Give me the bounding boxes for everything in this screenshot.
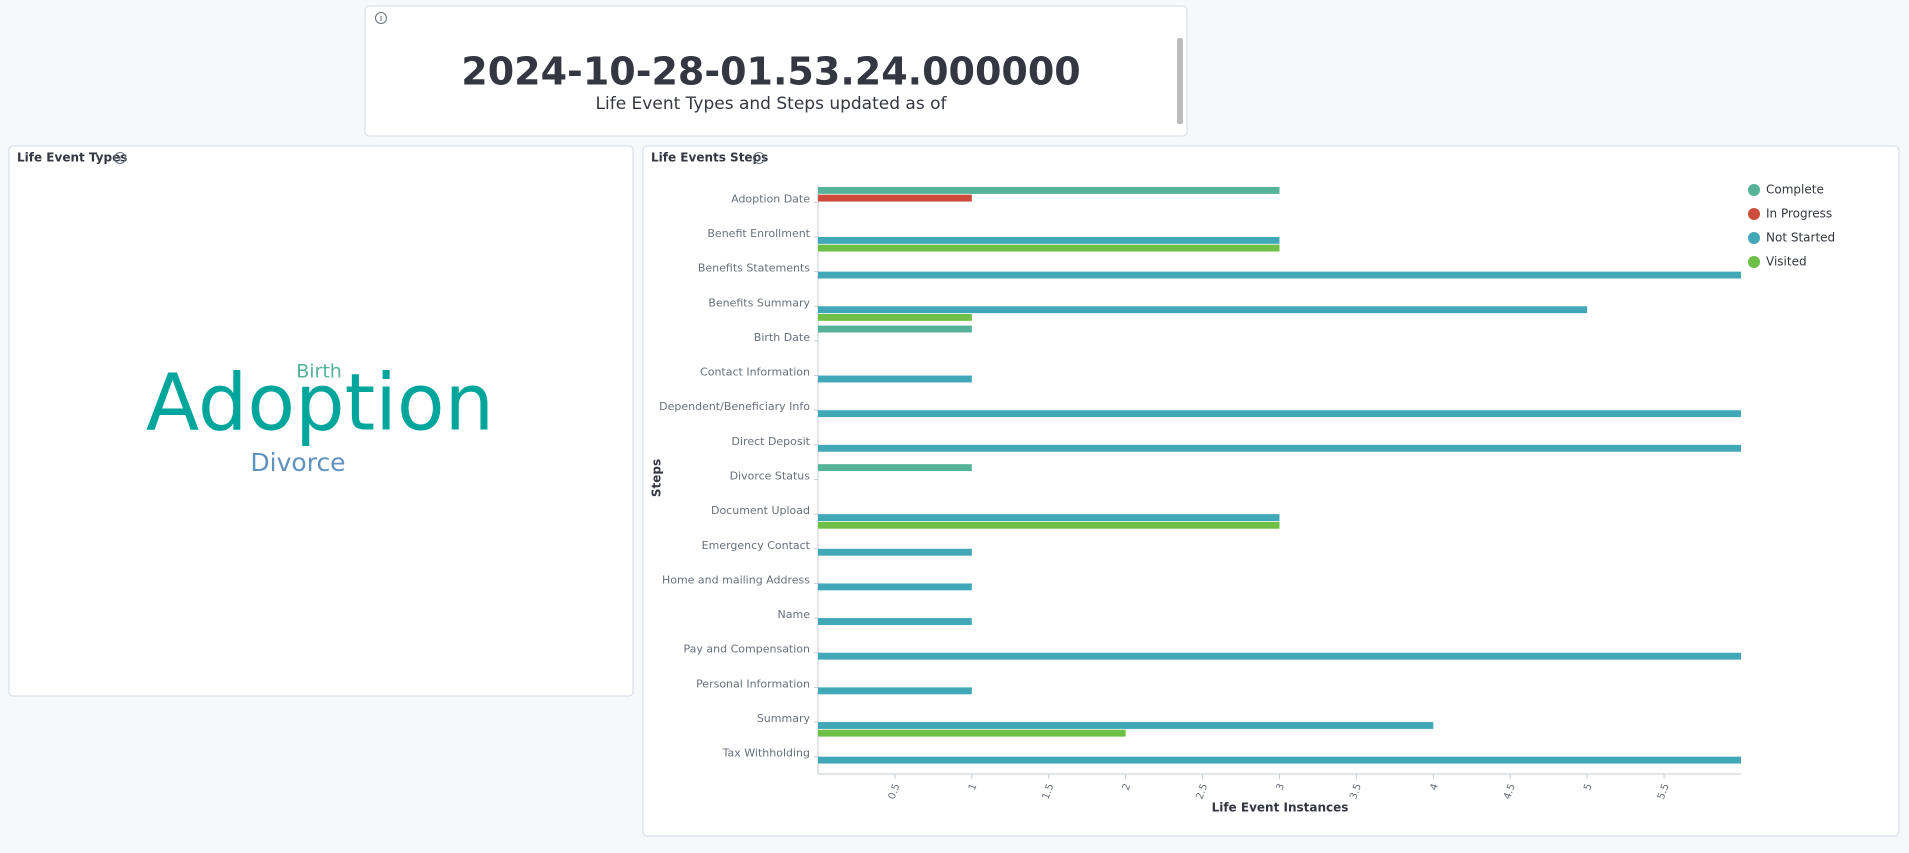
y-tick-label: Home and mailing Address xyxy=(662,573,810,586)
word: Birth xyxy=(296,361,342,383)
legend-label: Complete xyxy=(1766,183,1824,197)
bar xyxy=(818,729,1126,737)
y-tick-label: Benefits Statements xyxy=(698,262,810,275)
bar xyxy=(818,521,1280,529)
x-tick-label: 4 xyxy=(1428,782,1441,792)
bar xyxy=(818,375,972,383)
x-tick-label: 3 xyxy=(1275,782,1288,792)
word-cloud-panel xyxy=(8,145,634,697)
y-tick-label: Pay and Compensation xyxy=(684,643,810,656)
y-tick-label: Tax Withholding xyxy=(722,747,810,760)
metric-value: 2024-10-28-01.53.24.000000 xyxy=(461,50,1080,94)
y-tick-label: Emergency Contact xyxy=(702,539,811,552)
panel-title: Life Events Steps xyxy=(651,151,768,165)
x-tick-label: 2.5 xyxy=(1194,782,1210,801)
legend-swatch xyxy=(1748,208,1760,220)
legend-label: Visited xyxy=(1766,255,1807,269)
panel-title: Life Event Types xyxy=(17,151,127,165)
bar xyxy=(818,236,1280,244)
bar xyxy=(818,444,1741,452)
info-icon xyxy=(753,152,765,164)
bar xyxy=(818,313,972,321)
y-tick-label: Name xyxy=(778,608,811,621)
y-tick-label: Direct Deposit xyxy=(732,435,811,448)
bar xyxy=(818,514,1280,522)
x-tick-label: 1 xyxy=(967,782,980,792)
x-tick-label: 0.5 xyxy=(887,782,903,801)
bar xyxy=(818,548,972,556)
word: Divorce xyxy=(250,448,345,477)
bar xyxy=(818,583,972,591)
bar xyxy=(818,652,1741,660)
y-tick-label: Benefit Enrollment xyxy=(707,227,810,240)
x-tick-label: 4.5 xyxy=(1502,782,1518,801)
y-tick-label: Contact Information xyxy=(700,366,810,379)
x-tick-label: 5.5 xyxy=(1656,782,1672,801)
y-tick-label: Personal Information xyxy=(696,677,810,690)
y-tick-label: Divorce Status xyxy=(730,470,811,483)
y-axis-title: Steps xyxy=(650,459,664,497)
y-tick-label: Summary xyxy=(757,712,811,725)
x-tick-label: 5 xyxy=(1582,782,1595,792)
y-tick-label: Birth Date xyxy=(754,331,810,344)
y-tick-label: Dependent/Beneficiary Info xyxy=(659,400,810,413)
bar xyxy=(818,187,1280,194)
x-axis-title: Life Event Instances xyxy=(1212,801,1349,815)
bar xyxy=(818,306,1588,314)
legend-swatch xyxy=(1748,184,1760,196)
bar xyxy=(818,410,1741,418)
x-tick-label: 3.5 xyxy=(1348,782,1364,801)
bar xyxy=(818,464,972,472)
legend-swatch xyxy=(1748,232,1760,244)
y-tick-label: Document Upload xyxy=(711,504,810,517)
info-icon xyxy=(375,12,387,24)
legend-label: Not Started xyxy=(1766,231,1835,245)
x-tick-label: 1.5 xyxy=(1041,782,1057,801)
bar xyxy=(818,618,972,625)
x-tick-label: 2 xyxy=(1121,782,1134,792)
y-tick-label: Benefits Summary xyxy=(708,296,810,309)
scrollbar[interactable] xyxy=(1177,38,1183,124)
metric-panel xyxy=(364,5,1188,137)
bar xyxy=(818,325,972,333)
bar xyxy=(818,244,1280,252)
bar xyxy=(818,687,972,695)
metric-label: Life Event Types and Steps updated as of xyxy=(596,94,948,114)
bar xyxy=(818,194,972,202)
info-icon xyxy=(114,152,126,164)
legend-label: In Progress xyxy=(1766,207,1832,221)
bar xyxy=(818,756,1741,764)
bar xyxy=(818,722,1434,729)
word: Adoption xyxy=(146,358,494,448)
legend-swatch xyxy=(1748,256,1760,268)
y-tick-label: Adoption Date xyxy=(731,192,810,205)
bar xyxy=(818,271,1741,279)
